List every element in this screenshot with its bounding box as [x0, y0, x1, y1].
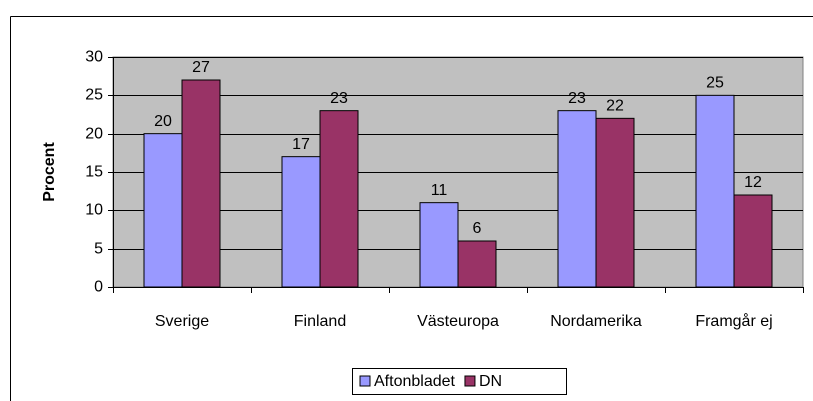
x-tick-label: Finland	[294, 313, 346, 330]
bar	[281, 156, 321, 288]
legend-label: DN	[479, 373, 502, 390]
legend-box	[352, 368, 567, 395]
x-tick-label: Nordamerika	[550, 313, 642, 330]
data-label: 12	[744, 174, 762, 191]
data-label: 22	[606, 98, 624, 115]
y-tick-label: 10	[85, 202, 103, 219]
y-tick-label: 20	[85, 126, 103, 143]
data-label: 11	[431, 182, 448, 199]
data-label: 25	[706, 75, 724, 92]
y-tick-label: 5	[94, 241, 103, 258]
x-tick-label: Västeuropa	[417, 313, 499, 330]
bar	[319, 110, 359, 288]
bar	[143, 133, 183, 288]
y-axis-label: Procent	[41, 142, 58, 202]
bar	[419, 202, 459, 288]
data-label: 6	[473, 220, 482, 237]
data-label: 23	[330, 90, 348, 107]
data-label: 17	[292, 136, 310, 153]
bar	[695, 94, 735, 288]
bar	[557, 110, 597, 288]
data-label: 20	[154, 113, 172, 130]
y-tick-label: 15	[85, 164, 103, 181]
x-tick-label: Sverige	[155, 313, 209, 330]
y-tick-label: 25	[85, 87, 103, 104]
y-tick-label: 0	[94, 279, 103, 296]
data-label: 27	[192, 59, 210, 76]
x-tick-label: Framgår ej	[695, 312, 772, 330]
legend-swatch	[464, 375, 476, 387]
data-label: 23	[568, 90, 586, 107]
legend-label: Aftonbladet	[374, 373, 456, 390]
bar	[595, 117, 635, 288]
bar	[181, 79, 221, 288]
bar	[457, 240, 497, 288]
legend-swatch	[359, 375, 371, 387]
bar	[733, 194, 773, 288]
y-tick-label: 30	[85, 49, 103, 66]
